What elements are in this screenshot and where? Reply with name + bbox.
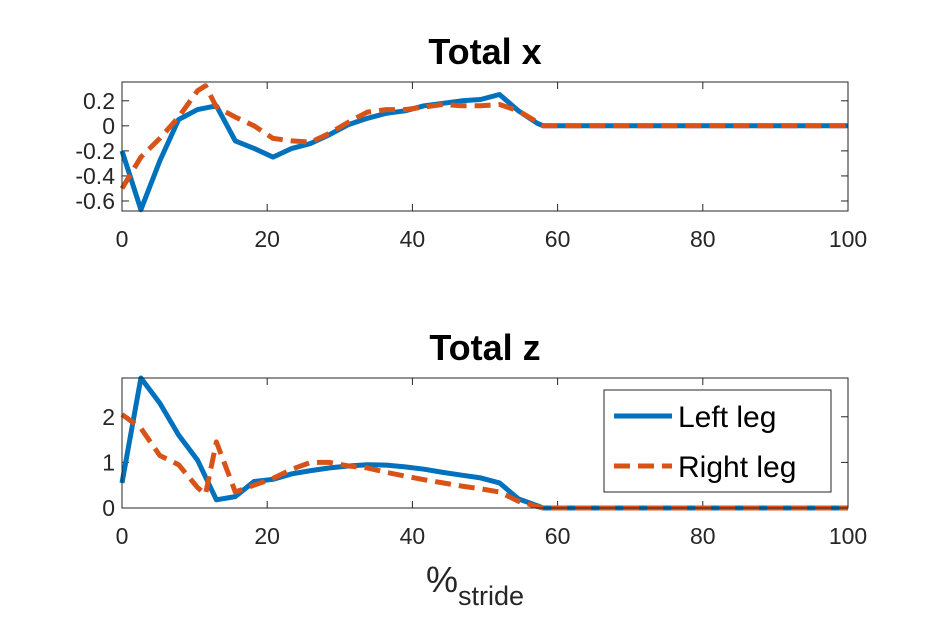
y-tick-label: -0.4 [75, 163, 115, 189]
x-tick-label: 0 [116, 226, 129, 252]
y-tick-labels: 0.20-0.2-0.4-0.6 [75, 88, 115, 214]
x-tick-label: 40 [400, 226, 426, 252]
x-tick-label: 60 [545, 523, 571, 549]
y-tick-label: 2 [102, 404, 115, 430]
axes-frame [121, 81, 849, 212]
y-tick-label: 0.2 [83, 88, 115, 114]
x-tick-label: 40 [400, 523, 426, 549]
subplot-total-x: Total x 0 20 40 60 80 100 0.20-0.2-0.4-0.6 [75, 31, 867, 252]
legend-label-left-leg: Left leg [678, 401, 776, 434]
series-line-right-leg [119, 83, 848, 190]
y-tick-label: -0.6 [75, 188, 115, 214]
legend-label-right-leg: Right leg [678, 451, 796, 484]
legend: Left leg Right leg [603, 389, 832, 493]
subplot-title: Total z [429, 327, 540, 368]
x-axis-label-subscript: stride [458, 581, 524, 611]
y-tick-label: 0 [102, 113, 115, 139]
x-tick-label: 80 [690, 523, 716, 549]
x-tick-label: 100 [829, 523, 867, 549]
y-tick-label: 0 [102, 495, 115, 521]
x-tick-label: 60 [545, 226, 571, 252]
y-tick-labels: 2 1 0 [102, 404, 115, 521]
x-axis-label: %stride [426, 559, 524, 611]
x-tick-label: 20 [254, 226, 280, 252]
x-tick-label: 20 [254, 523, 280, 549]
legend-box [603, 389, 832, 493]
x-tick-label: 100 [829, 226, 867, 252]
axes-frame [121, 377, 849, 509]
x-tick-labels: 0 20 40 60 80 100 [116, 523, 868, 549]
x-axis-label-main: % [426, 559, 458, 600]
subplot-total-z: Total z 0 20 40 60 80 100 2 1 0 Left leg Right … [102, 327, 867, 611]
y-tick-label: -0.2 [75, 138, 115, 164]
x-tick-label: 0 [116, 523, 129, 549]
subplot-title: Total x [428, 31, 541, 72]
plot-area [119, 82, 849, 213]
series-line-right-leg [120, 412, 848, 511]
y-tick-label: 1 [102, 449, 115, 475]
x-tick-labels: 0 20 40 60 80 100 [116, 226, 868, 252]
series-line-left-leg [119, 92, 848, 213]
x-tick-label: 80 [690, 226, 716, 252]
